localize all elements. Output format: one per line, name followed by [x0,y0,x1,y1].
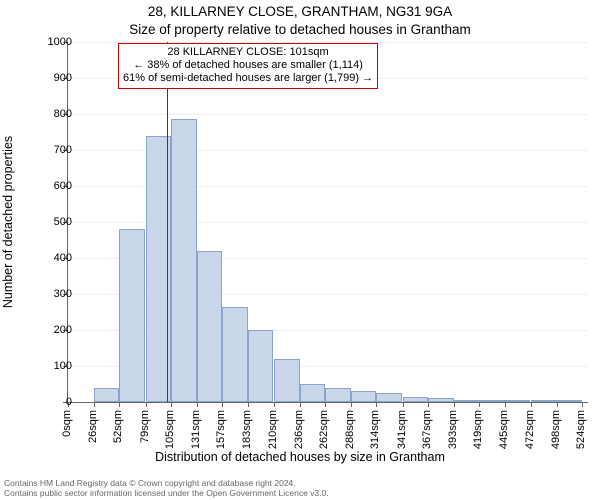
xtick-mark [428,402,429,407]
xtick-mark [146,402,147,407]
xtick-label: 52sqm [112,410,124,443]
xtick-label: 131sqm [190,410,202,449]
histogram-bar [454,400,480,402]
histogram-bar [171,119,197,402]
histogram-bar [428,398,454,402]
histogram-bar [505,400,531,402]
histogram-bar [300,384,326,402]
annotation-line-1: 28 KILLARNEY CLOSE: 101sqm [123,46,373,59]
xtick-label: 419sqm [472,410,484,449]
ytick-label: 100 [22,360,72,372]
histogram-bar [197,251,223,402]
footer-line-2: Contains public sector information licen… [4,489,329,498]
ytick-label: 0 [22,396,72,408]
ytick-label: 700 [22,144,72,156]
xtick-label: 472sqm [524,410,536,449]
histogram-bar [403,397,429,402]
y-axis-label: Number of detached properties [1,136,15,308]
ytick-label: 900 [22,72,72,84]
histogram-bar [351,391,377,402]
histogram-bar [119,229,145,402]
xtick-mark [119,402,120,407]
xtick-mark [94,402,95,407]
ytick-label: 1000 [22,36,72,48]
xtick-mark [479,402,480,407]
xtick-label: 105sqm [164,410,176,449]
chart-container: 28, KILLARNEY CLOSE, GRANTHAM, NG31 9GA … [0,0,600,500]
xtick-mark [531,402,532,407]
histogram-bar [376,393,402,402]
histogram-bar [531,400,557,402]
ytick-label: 400 [22,252,72,264]
chart-title: 28, KILLARNEY CLOSE, GRANTHAM, NG31 9GA [0,4,600,19]
xtick-label: 183sqm [241,410,253,449]
chart-subtitle: Size of property relative to detached ho… [0,22,600,37]
xtick-mark [505,402,506,407]
xtick-mark [582,402,583,407]
xtick-label: 288sqm [344,410,356,449]
xtick-label: 367sqm [421,410,433,449]
xtick-mark [376,402,377,407]
xtick-mark [325,402,326,407]
histogram-bar [248,330,274,402]
xtick-mark [222,402,223,407]
footer-attribution: Contains HM Land Registry data © Crown c… [4,479,329,498]
ytick-label: 800 [22,108,72,120]
xtick-label: 314sqm [369,410,381,449]
histogram-bar [222,307,248,402]
xtick-label: 262sqm [318,410,330,449]
xtick-mark [248,402,249,407]
xtick-label: 445sqm [498,410,510,449]
ytick-label: 600 [22,180,72,192]
ytick-label: 300 [22,288,72,300]
xtick-label: 157sqm [215,410,227,449]
xtick-label: 26sqm [87,410,99,443]
xtick-mark [403,402,404,407]
xtick-mark [454,402,455,407]
xtick-label: 524sqm [575,410,587,449]
xtick-mark [274,402,275,407]
xtick-mark [300,402,301,407]
ytick-label: 200 [22,324,72,336]
ytick-label: 500 [22,216,72,228]
xtick-label: 79sqm [139,410,151,443]
xtick-label: 210sqm [267,410,279,449]
histogram-bar [274,359,300,402]
histogram-bar [94,388,120,402]
annotation-line-3: 61% of semi-detached houses are larger (… [123,72,373,85]
marker-line [167,42,168,402]
histogram-bar [479,400,505,402]
xtick-mark [171,402,172,407]
annotation-box: 28 KILLARNEY CLOSE: 101sqm← 38% of detac… [118,43,378,89]
xtick-label: 0sqm [61,410,73,437]
xtick-label: 236sqm [293,410,305,449]
histogram-bar [325,388,351,402]
xtick-mark [351,402,352,407]
xtick-mark [197,402,198,407]
x-axis-label: Distribution of detached houses by size … [0,450,600,464]
xtick-label: 393sqm [447,410,459,449]
histogram-bar [557,400,583,402]
xtick-mark [557,402,558,407]
plot-area: 28 KILLARNEY CLOSE: 101sqm← 38% of detac… [67,42,588,403]
xtick-label: 341sqm [396,410,408,449]
gridline [68,114,588,115]
xtick-label: 498sqm [550,410,562,449]
annotation-line-2: ← 38% of detached houses are smaller (1,… [123,59,373,72]
